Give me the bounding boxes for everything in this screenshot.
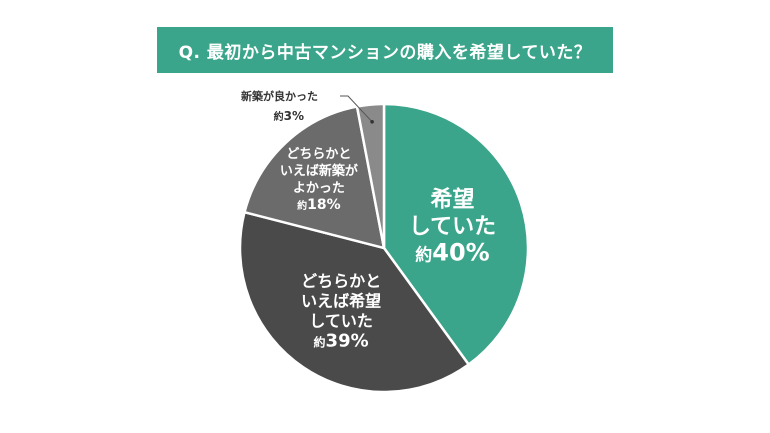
pie-slice-3 (242, 105, 386, 250)
pie-slice-4 (355, 102, 386, 249)
pie-slice-2 (238, 210, 471, 394)
slice-label: どちらかと (301, 272, 381, 291)
slice-value: 約18% (297, 197, 341, 213)
slice-label: していた (409, 215, 496, 240)
slice-label: どちらかと (286, 147, 351, 162)
slice-label: 新築が良かった (241, 89, 318, 103)
slice-label: いえば新築が (280, 163, 358, 179)
pie-slice-1 (382, 102, 530, 367)
leader-line (340, 95, 373, 123)
slice-value: 約40% (415, 239, 489, 267)
leader-dot (370, 120, 374, 124)
slice-label: していた (309, 312, 373, 331)
slice-label: 希望 (430, 187, 474, 213)
slice-label: いえば希望 (301, 292, 381, 311)
slice-label: よかった (293, 181, 345, 196)
chart-title: Q. 最初から中古マンションの購入を希望していた？ (157, 27, 613, 73)
slice-value: 約3% (274, 109, 304, 123)
slice-value: 約39% (314, 331, 369, 352)
